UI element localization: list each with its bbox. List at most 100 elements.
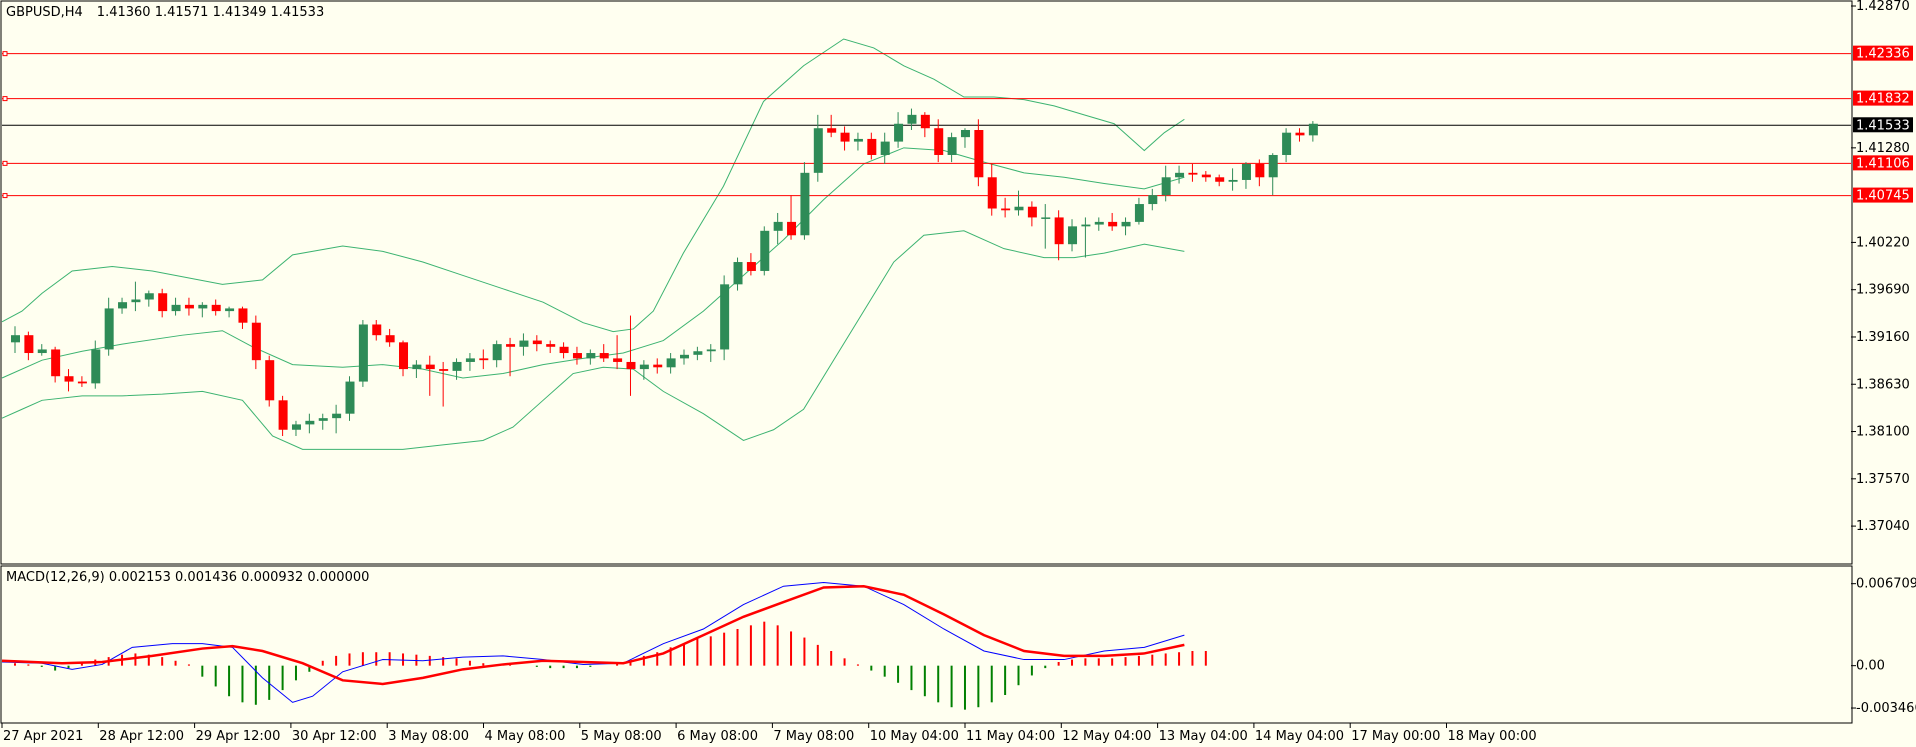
level-handle[interactable] bbox=[2, 51, 8, 57]
candle-bullish bbox=[947, 132, 957, 163]
candle-body bbox=[1094, 221, 1104, 225]
candle-bearish bbox=[51, 346, 61, 383]
candle-body bbox=[439, 369, 449, 371]
candle-bullish bbox=[1161, 165, 1171, 202]
candle-bullish bbox=[760, 226, 770, 276]
level-handle[interactable] bbox=[2, 96, 8, 102]
macd-signal-line bbox=[1, 584, 1185, 686]
candle-body bbox=[1054, 217, 1064, 245]
candle-body bbox=[706, 349, 716, 352]
candle-body bbox=[760, 230, 770, 271]
candle-body bbox=[720, 284, 730, 350]
candle-bearish bbox=[1001, 197, 1011, 218]
time-tick-label: 27 Apr 2021 bbox=[3, 729, 83, 744]
candle-bullish bbox=[332, 404, 342, 434]
candle-body bbox=[465, 358, 475, 362]
candle-bullish bbox=[345, 376, 355, 421]
candle-body bbox=[894, 123, 904, 142]
candle-body bbox=[372, 324, 382, 336]
candle-body bbox=[506, 344, 516, 347]
candles bbox=[11, 108, 1318, 436]
candle-bearish bbox=[626, 315, 636, 396]
candle-bullish bbox=[358, 320, 368, 387]
candle-body bbox=[385, 335, 395, 343]
candle-body bbox=[399, 342, 409, 370]
candle-body bbox=[680, 354, 689, 359]
candle-body bbox=[733, 262, 743, 285]
candle-bullish bbox=[1175, 165, 1185, 184]
time-axis: 27 Apr 2021 28 Apr 12:00 29 Apr 12:00 30 Ap… bbox=[1, 723, 1537, 744]
candle-bullish bbox=[1308, 121, 1318, 142]
candle-bullish bbox=[291, 420, 301, 436]
candle-body bbox=[1081, 224, 1091, 227]
candle-body bbox=[559, 346, 569, 354]
candle-body bbox=[131, 299, 141, 303]
candle-bearish bbox=[613, 335, 623, 370]
candle-bullish bbox=[171, 297, 181, 316]
candle-bullish bbox=[452, 358, 462, 380]
candle-bearish bbox=[787, 195, 797, 240]
candle-bearish bbox=[251, 315, 261, 370]
candle-bearish bbox=[184, 297, 194, 316]
candle-body bbox=[1161, 177, 1171, 196]
candle-bullish bbox=[198, 302, 208, 318]
candle-body bbox=[974, 130, 984, 178]
bollinger-upper bbox=[1, 38, 1185, 333]
candle-bullish bbox=[773, 212, 783, 245]
candle-bullish bbox=[412, 360, 422, 379]
candle-body bbox=[880, 141, 890, 155]
candle-body bbox=[492, 344, 502, 361]
candle-body bbox=[519, 340, 529, 347]
candle-body bbox=[211, 304, 221, 312]
candle-body bbox=[158, 293, 168, 312]
candle-bullish bbox=[1282, 128, 1292, 163]
candle-bearish bbox=[599, 344, 609, 362]
candle-bearish bbox=[265, 355, 275, 407]
candle-bullish bbox=[37, 344, 47, 356]
candle-bearish bbox=[840, 126, 850, 151]
candle-bullish bbox=[1094, 217, 1104, 231]
candle-body bbox=[1241, 163, 1251, 180]
candle-bullish bbox=[813, 114, 823, 182]
candle-bearish bbox=[372, 320, 382, 341]
price-panel-frame bbox=[0, 0, 1853, 565]
candle-bearish bbox=[746, 253, 756, 276]
candle-body bbox=[532, 340, 542, 345]
candle-bullish bbox=[1068, 219, 1078, 252]
symbol-info: GBPUSD,H4 1.41360 1.41571 1.41349 1.41533 bbox=[6, 5, 324, 20]
candle-body bbox=[425, 364, 435, 370]
time-tick-label: 14 May 04:00 bbox=[1255, 729, 1344, 744]
time-tick-label: 5 May 08:00 bbox=[581, 729, 662, 744]
candle-bullish bbox=[800, 162, 810, 240]
candle-bullish bbox=[706, 344, 716, 362]
time-tick-label: 13 May 04:00 bbox=[1159, 729, 1248, 744]
macd-indicator bbox=[1, 582, 1207, 710]
level-price-label-bg bbox=[1853, 90, 1913, 106]
candle-bullish bbox=[693, 346, 703, 361]
candle-bullish bbox=[666, 353, 676, 374]
candle-bullish bbox=[1134, 197, 1144, 225]
level-handle[interactable] bbox=[2, 160, 8, 166]
current-price-label: 1.41533 bbox=[1856, 118, 1910, 133]
candle-body bbox=[184, 304, 194, 309]
candle-body bbox=[305, 420, 315, 425]
candle-body bbox=[238, 308, 248, 323]
candle-bearish bbox=[827, 114, 837, 138]
candle-bearish bbox=[867, 132, 877, 160]
candle-body bbox=[813, 128, 823, 173]
candle-bullish bbox=[225, 306, 235, 318]
candle-body bbox=[198, 304, 208, 309]
candle-body bbox=[91, 349, 101, 384]
candle-body bbox=[920, 114, 930, 129]
candle-body bbox=[693, 351, 703, 355]
level-handle[interactable] bbox=[2, 193, 8, 199]
candle-bullish bbox=[907, 108, 917, 131]
candle-body bbox=[171, 304, 181, 312]
candle-bullish bbox=[1014, 190, 1024, 216]
candle-body bbox=[586, 353, 596, 359]
candle-bearish bbox=[211, 299, 221, 316]
candle-body bbox=[251, 322, 261, 361]
candle-body bbox=[1255, 163, 1265, 178]
candle-body bbox=[332, 413, 342, 419]
